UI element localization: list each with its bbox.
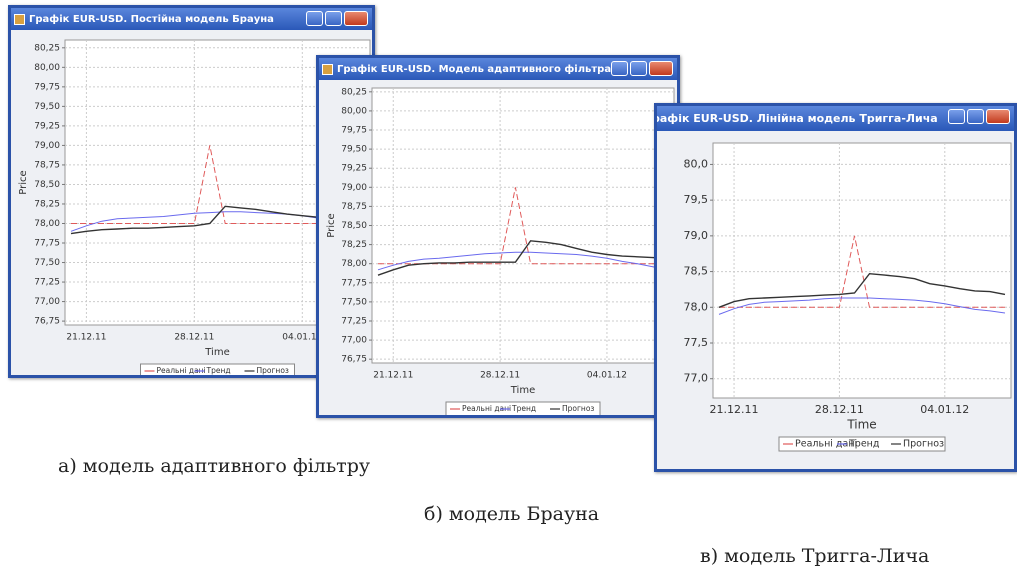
y-tick-label: 80,00 — [34, 63, 60, 73]
y-tick-label: 79,50 — [34, 102, 60, 112]
x-axis-label: Time — [510, 385, 535, 396]
y-tick-label: 79,00 — [34, 141, 60, 151]
y-tick-label: 79,00 — [341, 183, 367, 193]
y-tick-label: 79,25 — [341, 164, 367, 174]
y-tick-label: 79,50 — [341, 145, 367, 155]
y-tick-label: 78,50 — [34, 180, 60, 190]
y-tick-label: 76,75 — [34, 317, 60, 327]
legend-label: Тренд — [206, 366, 231, 375]
series-line — [71, 145, 364, 224]
maximize-button[interactable] — [630, 61, 647, 76]
caption: а) модель адаптивного фільтру — [58, 455, 371, 477]
series-line — [70, 205, 365, 235]
y-tick-label: 79,0 — [684, 229, 709, 242]
app-icon — [322, 63, 333, 75]
y-tick-label: 78,25 — [341, 240, 367, 250]
close-button[interactable] — [986, 109, 1010, 124]
window-title: Графік EUR-USD. Лінійна модель Тригга-Ли… — [654, 112, 938, 125]
y-tick-label: 78,75 — [34, 160, 60, 170]
x-axis-label: Time — [204, 347, 229, 358]
y-tick-label: 79,75 — [341, 126, 367, 136]
series-line — [377, 240, 669, 276]
y-axis-label: Price — [326, 213, 337, 237]
chart: 80,25 80,00 79,75 79,50 79,25 79,00 78,75 78,50… — [319, 80, 677, 415]
y-tick-label: 79,75 — [34, 82, 60, 92]
y-tick-label: 77,00 — [34, 297, 60, 307]
y-tick-label: 77,00 — [341, 336, 367, 346]
y-tick-label: 78,0 — [684, 300, 709, 313]
y-tick-label: 80,25 — [34, 43, 60, 53]
series-line — [718, 272, 1006, 308]
series-line — [719, 235, 1005, 308]
y-tick-label: 78,00 — [341, 259, 367, 269]
maximize-button[interactable] — [967, 109, 984, 124]
maximize-button[interactable] — [325, 11, 342, 26]
y-tick-label: 77,50 — [34, 258, 60, 268]
window-title: Графік EUR-USD. Постійна модель Брауна — [29, 13, 274, 25]
y-tick-label: 78,75 — [341, 202, 367, 212]
legend-label: Прогноз — [257, 366, 289, 375]
window: Графік EUR-USD. Модель адаптивного фільт… — [316, 55, 680, 418]
legend-label: Тренд — [848, 439, 880, 450]
y-tick-label: 76,75 — [341, 355, 367, 365]
y-tick-label: 77,25 — [341, 316, 367, 326]
minimize-button[interactable] — [306, 11, 323, 26]
x-tick-label: 28.12.11 — [815, 403, 864, 416]
minimize-button[interactable] — [948, 109, 965, 124]
y-tick-label: 80,25 — [341, 87, 367, 97]
x-tick-label: 21.12.11 — [710, 403, 759, 416]
y-tick-label: 78,25 — [34, 199, 60, 209]
legend-label: Реальні дані — [795, 439, 857, 450]
x-tick-label: 28.12.11 — [480, 371, 520, 381]
x-tick-label: 21.12.11 — [373, 371, 413, 381]
y-tick-label: 77,75 — [34, 239, 60, 249]
close-button[interactable] — [649, 61, 673, 76]
y-tick-label: 77,75 — [341, 278, 367, 288]
legend-label: Реальні дані — [462, 404, 511, 413]
legend-label: Прогноз — [562, 404, 594, 413]
y-tick-label: 78,5 — [684, 265, 709, 278]
title-bar: Графік EUR-USD. Постійна модель Брауна — [11, 8, 372, 30]
y-axis-label: Price — [18, 170, 29, 194]
x-tick-label: 04.01.12 — [920, 403, 969, 416]
caption: в) модель Тригга-Лича — [700, 545, 930, 567]
x-tick-label: 04.01.12 — [282, 333, 322, 343]
x-tick-label: 21.12.11 — [66, 333, 106, 343]
y-tick-label: 79,25 — [34, 121, 60, 131]
x-tick-label: 04.01.12 — [587, 371, 627, 381]
plot-area — [712, 142, 1012, 399]
legend-label: Прогноз — [903, 439, 944, 450]
close-button[interactable] — [344, 11, 368, 26]
window-title: Графік EUR-USD. Модель адаптивного фільт… — [337, 63, 612, 75]
y-tick-label: 77,50 — [341, 297, 367, 307]
y-tick-label: 80,00 — [341, 106, 367, 116]
chart: 80,0 79,5 79,0 78,5 78,0 77,5 77,0 21.12.11 28.1… — [657, 131, 1014, 469]
x-axis-label: Time — [846, 418, 876, 432]
legend — [445, 401, 601, 415]
window: Графік EUR-USD. Лінійна модель Тригга-Ли… — [654, 103, 1017, 472]
legend-label: Реальні дані — [157, 366, 206, 375]
legend — [140, 363, 295, 375]
legend-label: Тренд — [511, 404, 536, 413]
app-icon — [14, 13, 25, 25]
series-line — [718, 297, 1006, 315]
y-tick-label: 77,0 — [684, 372, 709, 385]
title-bar: Графік EUR-USD. Модель адаптивного фільт… — [319, 58, 677, 80]
y-tick-label: 78,50 — [341, 221, 367, 231]
title-bar: Графік EUR-USD. Лінійна модель Тригга-Ли… — [657, 106, 1014, 131]
y-tick-label: 79,5 — [684, 193, 709, 206]
y-tick-label: 78,00 — [34, 219, 60, 229]
minimize-button[interactable] — [611, 61, 628, 76]
y-tick-label: 77,25 — [34, 278, 60, 288]
x-tick-label: 28.12.11 — [174, 333, 214, 343]
y-tick-label: 77,5 — [684, 336, 709, 349]
y-tick-label: 80,0 — [684, 157, 709, 170]
legend — [778, 436, 946, 452]
caption: б) модель Брауна — [424, 503, 600, 525]
